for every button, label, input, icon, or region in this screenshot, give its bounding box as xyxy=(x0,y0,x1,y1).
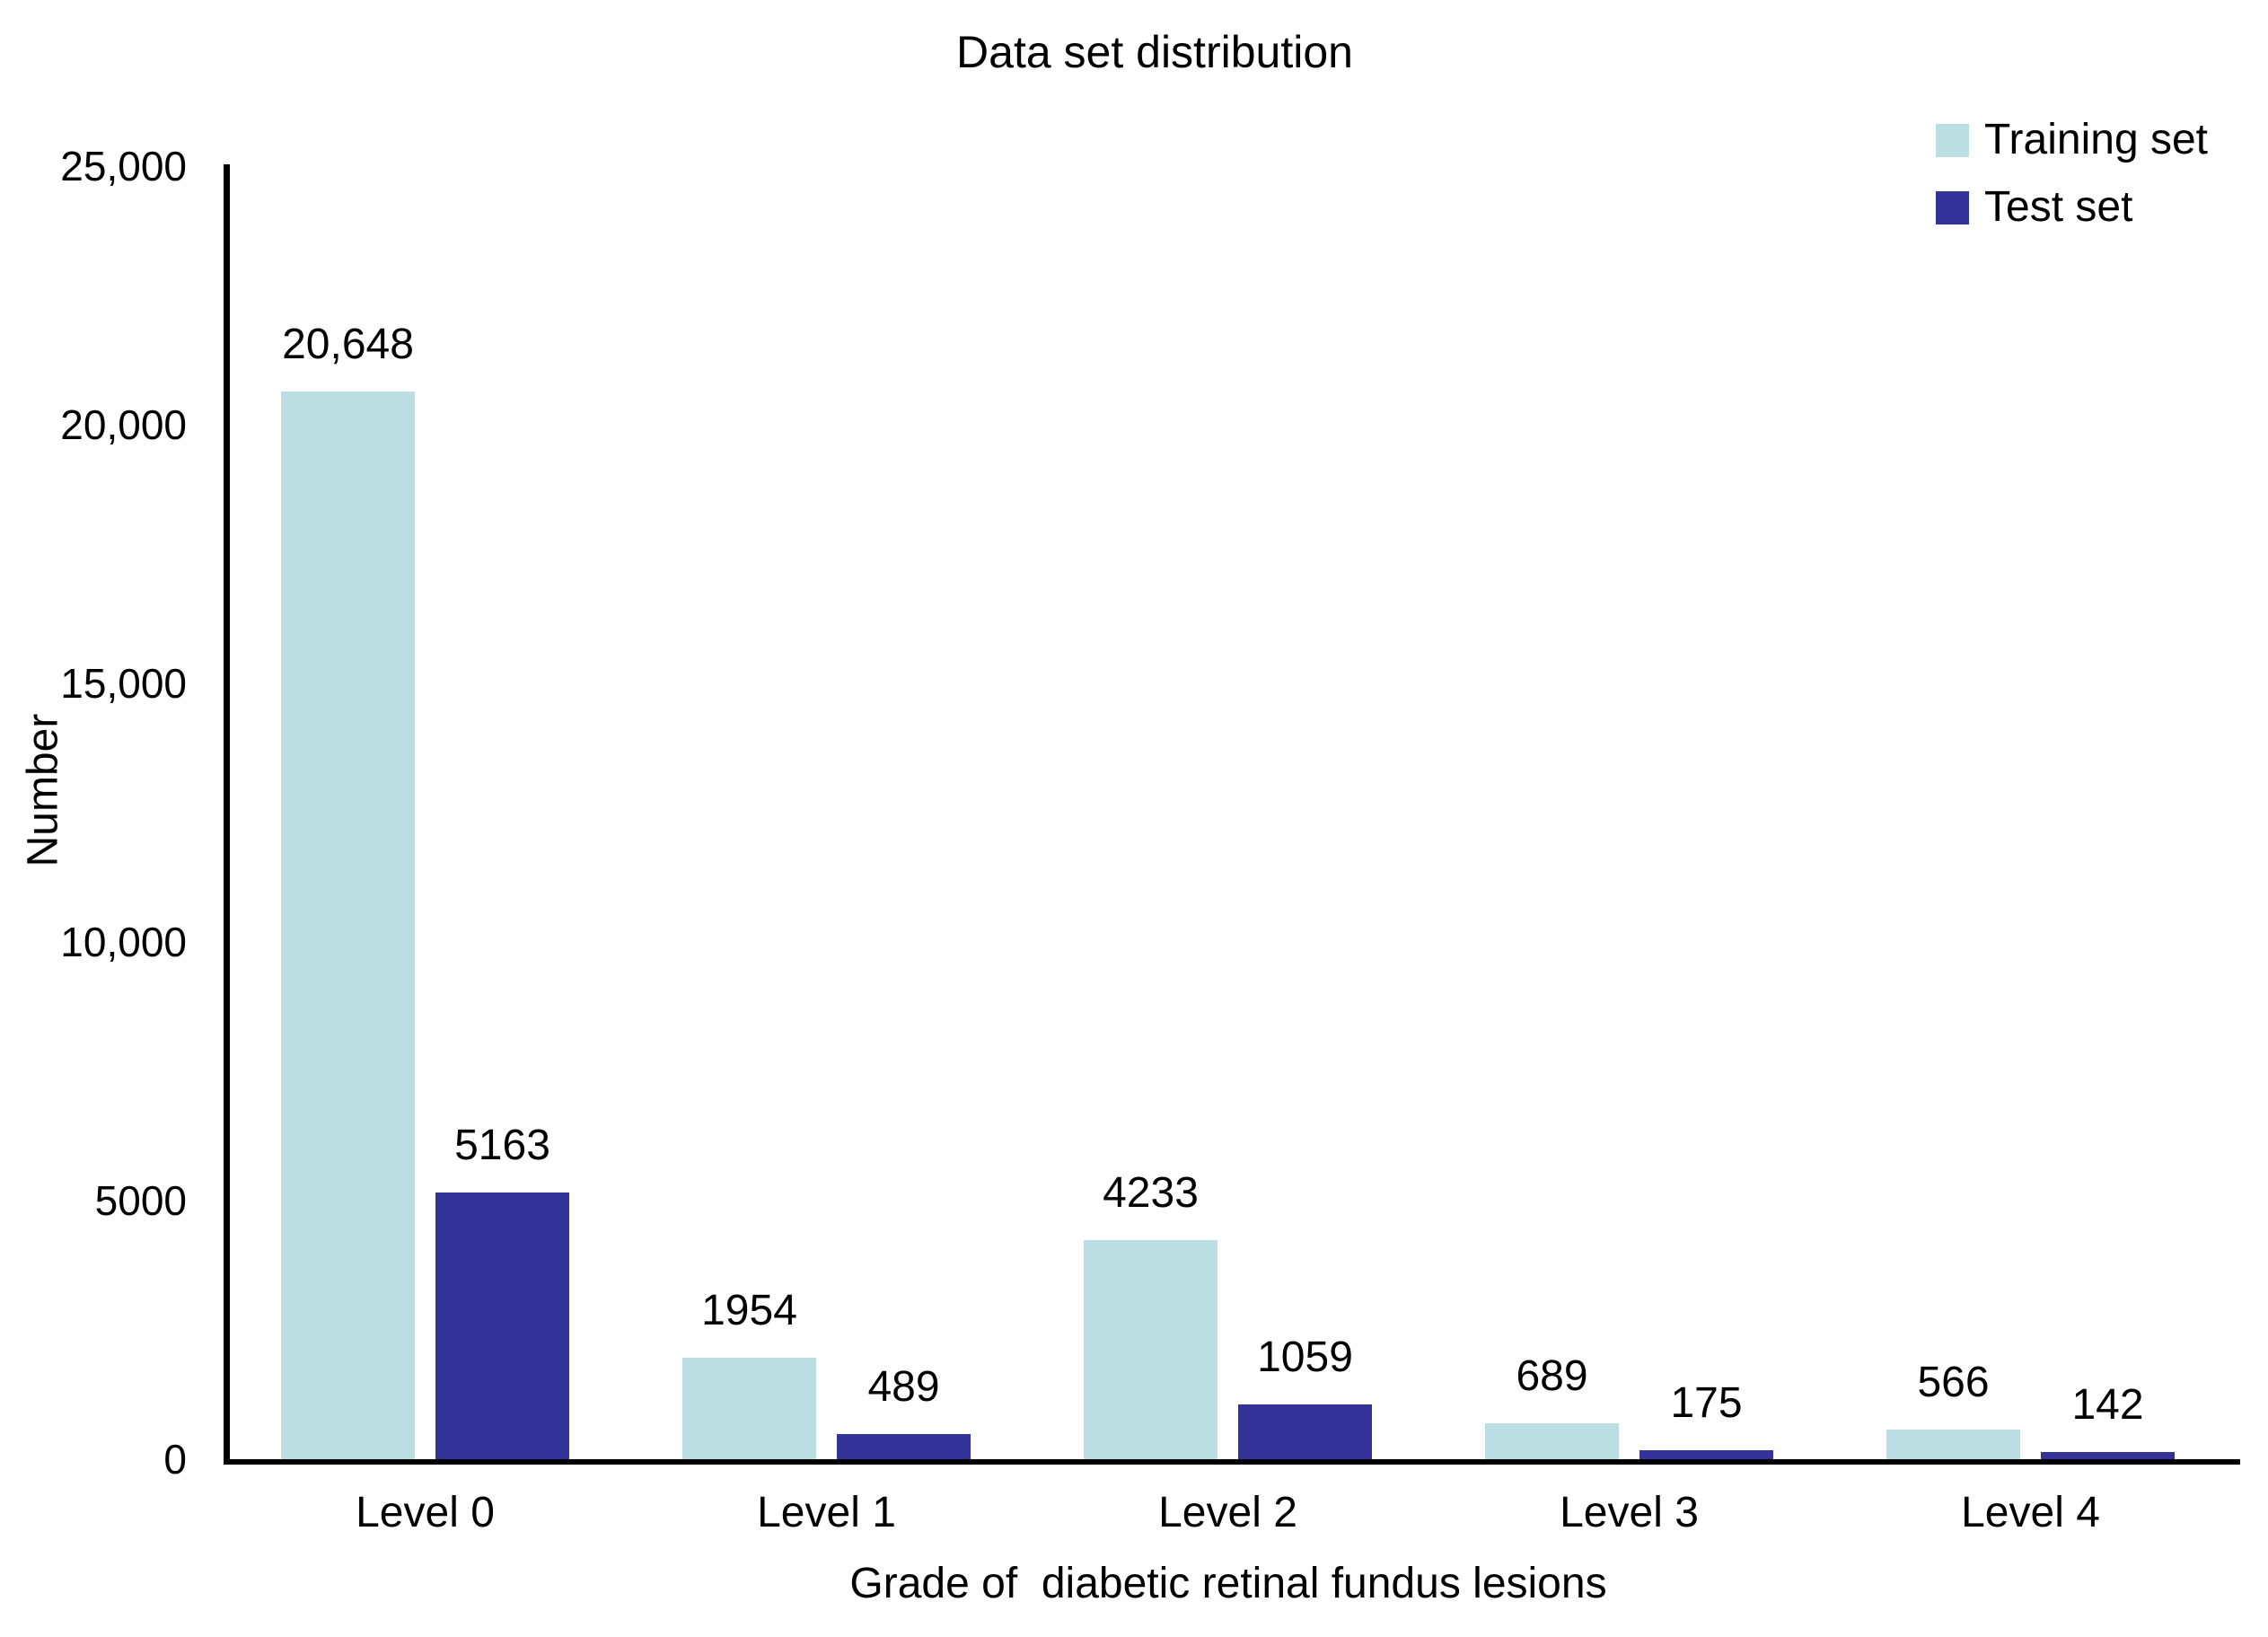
value-label-test-set-level-0: 5163 xyxy=(454,1121,550,1169)
bar-training-set-level-3 xyxy=(1485,1423,1619,1459)
x-tick-label-level-3: Level 3 xyxy=(1560,1489,1699,1536)
x-tick-label-level-1: Level 1 xyxy=(757,1489,896,1536)
bar-test-set-level-4 xyxy=(2041,1451,2175,1459)
x-tick-label-level-4: Level 4 xyxy=(1961,1489,2100,1536)
training-set-swatch-icon xyxy=(1936,124,1969,157)
legend-item-training-set: Training set xyxy=(1936,118,2241,163)
legend-item-test-set: Test set xyxy=(1936,185,2241,230)
x-axis-line xyxy=(224,1459,2240,1465)
y-tick-label-5000: 5000 xyxy=(94,1177,187,1224)
value-label-training-set-level-2: 4233 xyxy=(1103,1169,1199,1218)
value-label-training-set-level-3: 689 xyxy=(1516,1352,1588,1401)
x-tick-label-level-0: Level 0 xyxy=(356,1489,495,1536)
x-tick-label-level-2: Level 2 xyxy=(1158,1489,1297,1536)
legend: Training set Test set xyxy=(1936,118,2241,259)
y-tick-label-15-000: 15,000 xyxy=(60,660,187,707)
value-label-training-set-level-1: 1954 xyxy=(701,1287,797,1335)
value-label-test-set-level-1: 489 xyxy=(867,1362,940,1411)
value-label-training-set-level-4: 566 xyxy=(1917,1359,1990,1407)
bar-training-set-level-2 xyxy=(1084,1240,1218,1459)
value-label-test-set-level-4: 142 xyxy=(2071,1380,2144,1429)
bar-test-set-level-1 xyxy=(837,1433,971,1459)
y-tick-label-20-000: 20,000 xyxy=(60,401,187,448)
x-axis-title: Grade of diabetic retinal fundus lesions xyxy=(849,1560,1607,1607)
y-axis-title: Number xyxy=(19,713,67,867)
y-tick-label-0: 0 xyxy=(163,1436,187,1483)
bar-test-set-level-2 xyxy=(1238,1404,1372,1459)
bar-test-set-level-0 xyxy=(435,1192,569,1459)
test-set-swatch-icon xyxy=(1936,191,1969,224)
chart-title: Data set distribution xyxy=(956,27,1353,77)
y-tick-label-25-000: 25,000 xyxy=(60,143,187,189)
y-axis-line xyxy=(224,164,230,1465)
bar-training-set-level-1 xyxy=(682,1358,816,1459)
bar-training-set-level-0 xyxy=(281,391,415,1459)
bar-test-set-level-3 xyxy=(1639,1449,1773,1459)
value-label-test-set-level-3: 175 xyxy=(1670,1378,1743,1427)
legend-label-training-set: Training set xyxy=(1984,116,2208,163)
value-label-training-set-level-0: 20,648 xyxy=(282,320,414,368)
bar-training-set-level-4 xyxy=(1886,1430,2020,1459)
y-tick-label-10-000: 10,000 xyxy=(60,919,187,965)
legend-label-test-set: Test set xyxy=(1984,183,2133,231)
value-label-test-set-level-2: 1059 xyxy=(1257,1333,1353,1381)
